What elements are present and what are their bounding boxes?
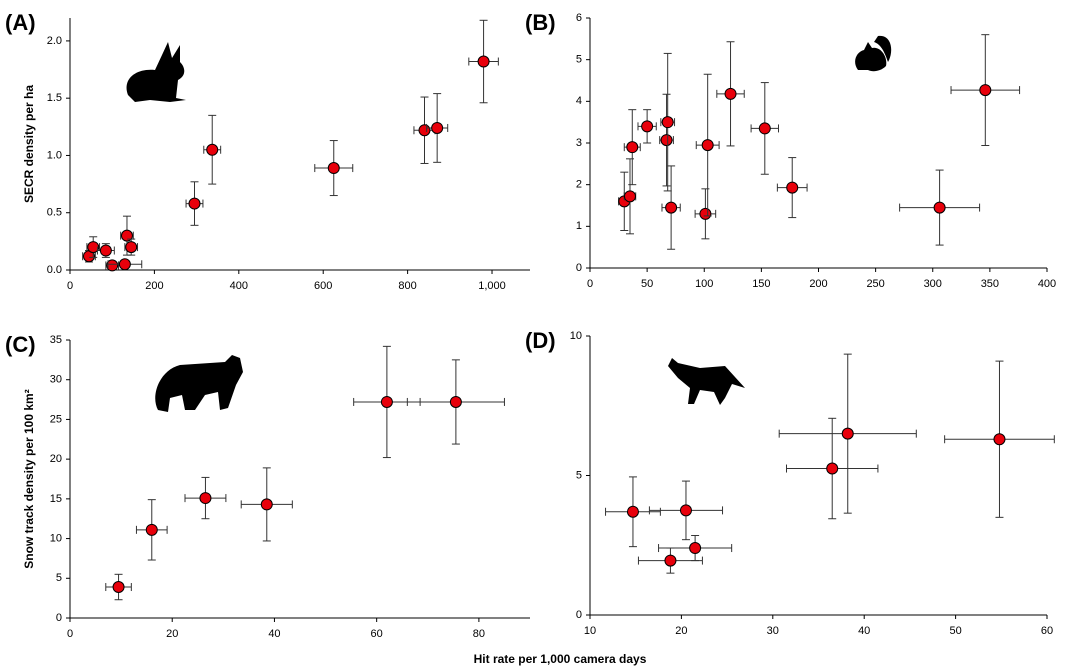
- point: [206, 143, 219, 156]
- y-tick-label: 15: [50, 493, 62, 505]
- point: [641, 120, 654, 133]
- x-tick-label: 0: [67, 280, 73, 292]
- point: [979, 84, 992, 97]
- y-tick-label: 1.0: [47, 149, 62, 161]
- point: [661, 116, 674, 129]
- point: [701, 139, 714, 152]
- x-tick-label: 0: [67, 628, 73, 640]
- point: [118, 258, 131, 271]
- y-tick-label: 2.0: [47, 35, 62, 47]
- point: [145, 523, 158, 536]
- point: [449, 395, 462, 408]
- y-tick-label: 5: [56, 572, 62, 584]
- x-tick-label: 300: [924, 278, 942, 290]
- y-tick-label: 30: [50, 374, 62, 386]
- panel-title: (B): [525, 10, 556, 35]
- point: [699, 207, 712, 220]
- y-tick-label: 2: [576, 179, 582, 191]
- point: [993, 433, 1006, 446]
- x-tick-label: 50: [641, 278, 653, 290]
- x-tick-label: 800: [398, 280, 416, 292]
- y-tick-label: 4: [576, 95, 582, 107]
- point: [199, 492, 212, 505]
- y-tick-label: 35: [50, 334, 62, 346]
- x-tick-label: 0: [587, 278, 593, 290]
- point: [477, 55, 490, 68]
- point: [380, 395, 393, 408]
- point: [841, 427, 854, 440]
- x-tick-label: 400: [1038, 278, 1056, 290]
- point: [626, 141, 639, 154]
- shared-x-label: Hit rate per 1,000 camera days: [474, 652, 647, 666]
- point: [626, 505, 639, 518]
- y-tick-label: 5: [576, 469, 582, 481]
- x-tick-label: 80: [473, 628, 485, 640]
- y-tick-label: 25: [50, 413, 62, 425]
- point: [933, 201, 946, 214]
- x-tick-label: 40: [858, 625, 870, 637]
- y-tick-label: 0: [56, 612, 62, 624]
- y-tick-label: 0.5: [47, 207, 62, 219]
- point: [112, 581, 125, 594]
- point: [664, 554, 677, 567]
- point: [826, 462, 839, 475]
- x-tick-label: 20: [675, 625, 687, 637]
- point: [665, 201, 678, 214]
- point: [125, 241, 138, 254]
- y-tick-label: 1.5: [47, 92, 62, 104]
- panel-title: (D): [525, 328, 556, 353]
- x-tick-label: 40: [268, 628, 280, 640]
- point: [758, 122, 771, 135]
- y-tick-label: 10: [570, 330, 582, 342]
- point: [188, 197, 201, 210]
- point: [623, 190, 636, 203]
- y-tick-label: 1: [576, 220, 582, 232]
- point: [724, 87, 737, 100]
- x-tick-label: 30: [767, 625, 779, 637]
- y-tick-label: 6: [576, 12, 582, 24]
- panel-title: (C): [5, 332, 36, 357]
- point: [786, 181, 799, 194]
- panel-title: (A): [5, 10, 36, 35]
- y-tick-label: 5: [576, 54, 582, 66]
- y-tick-label: 0: [576, 609, 582, 621]
- x-tick-label: 600: [314, 280, 332, 292]
- x-tick-label: 1,000: [478, 280, 506, 292]
- y-axis-label: Snow track density per 100 km²: [22, 389, 36, 568]
- point: [106, 259, 119, 272]
- y-tick-label: 10: [50, 532, 62, 544]
- x-tick-label: 50: [949, 625, 961, 637]
- x-tick-label: 350: [981, 278, 999, 290]
- x-tick-label: 200: [809, 278, 827, 290]
- x-tick-label: 10: [584, 625, 596, 637]
- y-axis-label: SECR density per ha: [22, 85, 36, 203]
- y-tick-label: 20: [50, 453, 62, 465]
- point: [689, 542, 702, 555]
- point: [99, 244, 112, 257]
- x-tick-label: 250: [866, 278, 884, 290]
- point: [120, 229, 133, 242]
- y-tick-label: 0.0: [47, 264, 62, 276]
- silhouettes: [126, 35, 892, 412]
- y-tick-label: 0: [576, 262, 582, 274]
- x-tick-label: 60: [371, 628, 383, 640]
- x-tick-label: 60: [1041, 625, 1053, 637]
- point: [260, 498, 273, 511]
- y-tick-label: 3: [576, 137, 582, 149]
- x-tick-label: 100: [695, 278, 713, 290]
- point: [431, 121, 444, 134]
- point: [418, 124, 431, 137]
- point: [679, 504, 692, 517]
- point: [327, 162, 340, 175]
- x-tick-label: 150: [752, 278, 770, 290]
- x-tick-label: 20: [166, 628, 178, 640]
- point: [87, 241, 100, 254]
- x-tick-label: 400: [230, 280, 248, 292]
- x-tick-label: 200: [145, 280, 163, 292]
- point: [660, 134, 673, 147]
